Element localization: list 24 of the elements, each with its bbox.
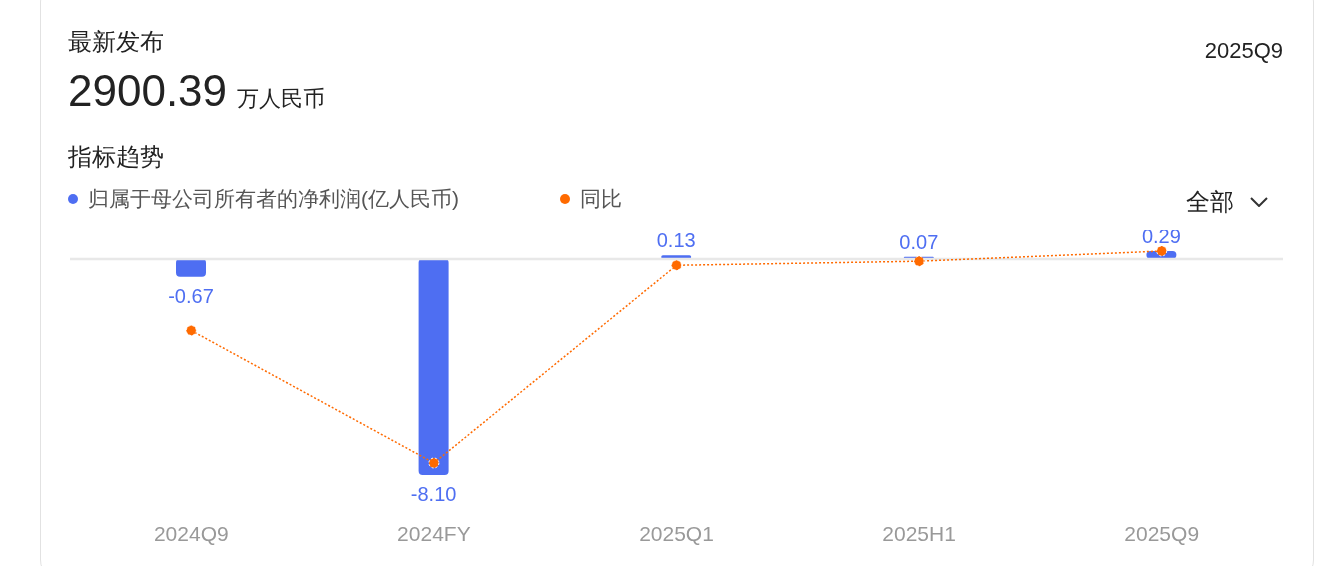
legend-label: 同比 <box>579 186 622 212</box>
data-label: 0.07 <box>899 230 939 253</box>
bar <box>176 258 206 277</box>
point <box>671 259 682 271</box>
x-tick-label: 2024Q9 <box>153 522 229 545</box>
bar <box>418 258 449 475</box>
data-label: -8.10 <box>410 483 457 505</box>
point <box>428 457 440 469</box>
data-label: -0.67 <box>168 284 214 307</box>
point <box>913 255 925 267</box>
point <box>185 325 197 336</box>
text: 万人民币 <box>237 86 326 111</box>
x-tick-label: 2025H1 <box>882 522 956 545</box>
text: 最新发布 <box>68 27 164 57</box>
data-label: 0.13 <box>656 229 696 252</box>
x-tick-label: 2025Q1 <box>639 522 714 545</box>
legend-label: 归属于母公司所有者的净利润(亿人民币) <box>87 186 459 212</box>
chart-title: 指标趋势 <box>68 142 164 172</box>
text: 全部 <box>1186 187 1235 217</box>
x-tick-label: 2024FY <box>397 522 471 545</box>
x-tick-label: 2025Q9 <box>1124 522 1200 545</box>
text: 2900.39 <box>68 66 228 115</box>
point <box>1156 245 1168 257</box>
text: 2025Q9 <box>1204 38 1283 64</box>
